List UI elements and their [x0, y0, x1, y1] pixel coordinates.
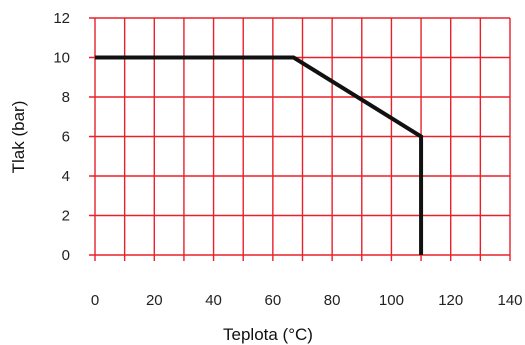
x-tick-label: 20: [146, 292, 163, 309]
y-tick-labels: 0 2 4 6 8 10 12: [53, 10, 70, 264]
chart-grid: [89, 17, 511, 261]
x-axis-label: Teplota (°C): [223, 325, 313, 344]
x-tick-label: 100: [379, 292, 404, 309]
chart-series: [95, 55, 424, 255]
y-tick-label: 8: [62, 89, 70, 106]
x-tick-label: 0: [91, 292, 99, 309]
y-tick-label: 0: [62, 247, 70, 264]
x-tick-label: 60: [265, 292, 282, 309]
y-tick-label: 12: [53, 10, 70, 27]
x-tick-label: 140: [497, 292, 522, 309]
x-tick-label: 40: [205, 292, 222, 309]
x-tick-labels: 0 20 40 60 80 100 120 140: [91, 292, 523, 309]
y-tick-label: 2: [62, 208, 70, 225]
y-tick-label: 6: [62, 129, 70, 146]
series-line: [95, 55, 424, 255]
x-tick-label: 80: [324, 292, 341, 309]
x-tick-label: 120: [438, 292, 463, 309]
y-tick-label: 10: [53, 50, 70, 67]
y-tick-label: 4: [62, 168, 70, 185]
y-axis-label: Tlak (bar): [9, 101, 28, 174]
